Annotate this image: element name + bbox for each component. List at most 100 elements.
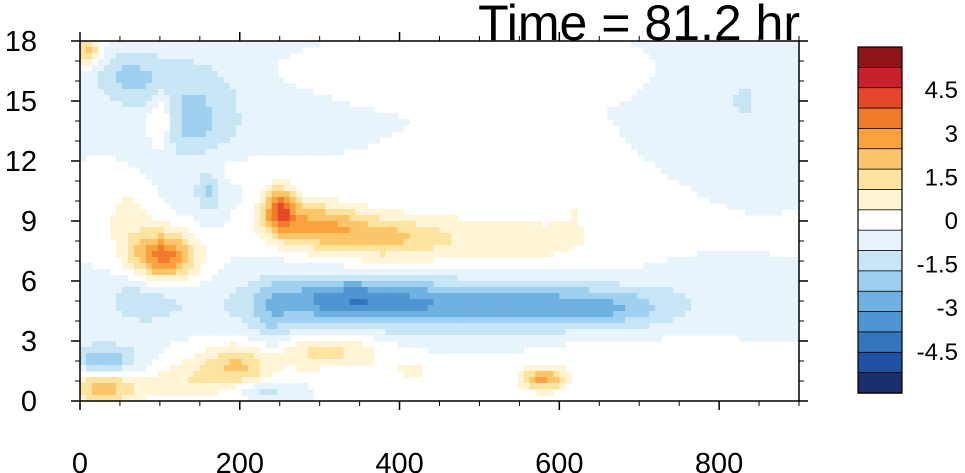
contour-cell — [445, 245, 453, 252]
contour-cell — [379, 299, 387, 306]
contour-cell — [121, 245, 129, 252]
contour-cell — [277, 335, 285, 342]
contour-cell — [559, 371, 566, 378]
contour-cell — [367, 107, 375, 114]
contour-cell — [445, 269, 453, 276]
contour-cell — [649, 101, 656, 108]
contour-cell — [781, 59, 788, 66]
contour-cell — [373, 323, 381, 330]
contour-cell — [523, 299, 530, 306]
contour-cell — [187, 311, 195, 318]
contour-cell — [259, 83, 267, 90]
contour-cell — [145, 221, 153, 228]
contour-cell — [301, 245, 309, 252]
contour-cell — [205, 353, 213, 360]
contour-cell — [769, 71, 776, 78]
contour-cell — [337, 239, 345, 246]
contour-cell — [241, 371, 249, 378]
contour-cell — [433, 269, 441, 276]
contour-cell — [193, 329, 201, 336]
contour-cell — [85, 101, 93, 108]
contour-cell — [607, 329, 614, 336]
contour-cell — [151, 59, 159, 66]
contour-cell — [511, 299, 518, 306]
contour-cell — [763, 251, 770, 258]
contour-cell — [457, 305, 465, 312]
contour-cell — [283, 347, 291, 354]
contour-cell — [427, 329, 435, 336]
contour-cell — [115, 41, 123, 48]
contour-cell — [229, 137, 237, 144]
contour-cell — [265, 257, 273, 264]
contour-cell — [133, 221, 141, 228]
contour-cell — [565, 221, 572, 228]
contour-cell — [541, 341, 548, 348]
contour-cell — [757, 251, 764, 258]
contour-cell — [457, 233, 465, 240]
contour-cell — [769, 329, 776, 336]
contour-cell — [127, 395, 135, 402]
contour-cell — [313, 359, 321, 366]
contour-cell — [727, 191, 734, 198]
contour-cell — [523, 275, 530, 282]
contour-cell — [685, 131, 692, 138]
contour-cell — [223, 383, 231, 390]
contour-cell — [619, 125, 626, 132]
contour-cell — [517, 293, 524, 300]
contour-cell — [103, 275, 111, 282]
contour-cell — [169, 47, 177, 54]
contour-cell — [169, 41, 177, 48]
contour-cell — [253, 95, 261, 102]
contour-cell — [427, 239, 435, 246]
contour-cell — [625, 101, 632, 108]
contour-cell — [715, 83, 722, 90]
contour-cell — [769, 317, 776, 324]
contour-cell — [80, 359, 87, 366]
contour-cell — [211, 53, 219, 60]
contour-cell — [637, 329, 644, 336]
contour-cell — [253, 263, 261, 270]
contour-cell — [763, 71, 770, 78]
contour-cell — [781, 65, 788, 72]
contour-cell — [421, 233, 429, 240]
contour-cell — [163, 305, 171, 312]
contour-cell — [223, 203, 231, 210]
contour-cell — [613, 329, 620, 336]
contour-cell — [103, 89, 111, 96]
contour-cell — [673, 95, 680, 102]
contour-cell — [745, 263, 752, 270]
contour-cell — [307, 245, 315, 252]
contour-cell — [169, 131, 177, 138]
contour-cell — [541, 269, 548, 276]
contour-cell — [769, 161, 776, 168]
contour-cell — [661, 65, 668, 72]
contour-cell — [421, 275, 429, 282]
contour-cell — [493, 251, 501, 258]
contour-cell — [289, 131, 297, 138]
contour-cell — [145, 71, 153, 78]
contour-cell — [289, 263, 297, 270]
contour-cell — [337, 113, 345, 120]
contour-cell — [721, 119, 728, 126]
contour-cell — [127, 287, 135, 294]
contour-cell — [187, 95, 195, 102]
contour-cell — [121, 359, 129, 366]
contour-cell — [721, 83, 728, 90]
contour-cell — [739, 137, 746, 144]
contour-cell — [139, 335, 147, 342]
contour-cell — [733, 293, 740, 300]
contour-cell — [331, 317, 339, 324]
contour-cell — [187, 371, 195, 378]
contour-cell — [757, 257, 764, 264]
contour-cell — [205, 221, 213, 228]
contour-cell — [613, 311, 620, 318]
contour-cell — [91, 299, 99, 306]
contour-cell — [349, 221, 357, 228]
contour-cell — [121, 347, 129, 354]
contour-cell — [691, 53, 698, 60]
contour-cell — [685, 137, 692, 144]
contour-cell — [151, 221, 159, 228]
contour-cell — [193, 293, 201, 300]
contour-cell — [493, 323, 501, 330]
contour-cell — [295, 353, 303, 360]
